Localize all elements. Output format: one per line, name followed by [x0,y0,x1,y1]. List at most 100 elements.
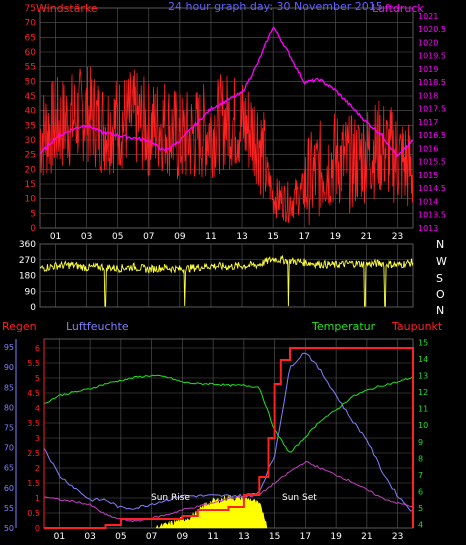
wind-tick-label: 0 [30,224,36,234]
pressure-tick-label: 1015 [418,171,438,180]
temperature-tick-label: 7 [418,471,423,480]
x-tick-label: 21 [361,532,372,542]
x-tick-label: 01 [54,532,65,542]
wind-tick-label: 50 [25,77,37,87]
temperature-series-line [44,374,414,453]
pressure-series-line [39,26,414,158]
wind-tick-label: 40 [25,107,37,117]
humidity-tick-label: 80 [4,403,14,412]
humidity-tick-label: 65 [4,464,14,473]
pressure-tick-label: 1016 [418,144,438,153]
rain-tick-label: 0 [35,524,40,533]
sun-set-label: Sun Set [282,493,317,503]
x-tick-label: 05 [115,532,126,542]
x-tick-label: 07 [143,232,154,242]
pressure-tick-label: 1018.5 [418,78,446,87]
temperature-tick-label: 10 [418,421,428,430]
x-tick-label: 17 [300,532,311,542]
humidity-tick-label: 60 [4,484,14,493]
x-tick-label: 09 [174,232,186,242]
pressure-axis-right: 1013 1013.5 1014 1014.5 1015 1015.5 1016 1016.5… [418,12,446,233]
compass-n-top: N [436,238,444,251]
humidity-temperature-panel: Regen Luftfeuchte Temperatur Taupunkt Su… [2,320,443,542]
wind-plot-series [39,26,414,226]
pressure-tick-label: 1019 [418,65,438,74]
direction-tick-label: 360 [19,240,36,250]
temperature-tick-label: 12 [418,388,428,397]
rain-tick-label: 2.5 [27,449,40,458]
pressure-tick-label: 1017 [418,118,438,127]
humidity-tick-label: 55 [4,504,14,513]
direction-tick-label: 90 [25,287,37,297]
wind-tick-label: 65 [25,33,36,43]
wind-pressure-panel: Windstärke 24 hour graph day: 30 Novembe… [25,0,446,242]
direction-plot-grid [40,244,413,307]
sun-rise-label: Sun Rise [151,493,190,503]
pressure-tick-label: 1020 [418,38,438,47]
wind-tick-label: 10 [25,195,37,205]
x-tick-label: 13 [236,232,247,242]
wind-tick-label: 60 [25,48,37,58]
rain-tick-label: 4 [35,404,40,413]
dewpoint-series-line [43,460,414,523]
temperature-tick-label: 9 [418,438,423,447]
x-tick-label: 19 [330,532,342,542]
rain-tick-label: 3 [35,434,40,443]
temperature-tick-label: 6 [418,488,423,497]
x-tick-label: 23 [392,532,403,542]
pressure-tick-label: 1013 [418,224,438,233]
pressure-tick-label: 1014.5 [418,184,446,193]
wind-x-axis: 01 03 05 07 09 11 13 15 17 19 21 23 [50,232,403,242]
x-tick-label: 23 [392,232,403,242]
humidity-tick-label: 50 [4,524,14,533]
humidity-axis: 50 55 60 65 70 75 80 85 90 95 [4,339,17,533]
temperature-title: Temperatur [311,320,376,333]
direction-panel: 0 90 180 270 360 N W S O N [19,238,447,317]
compass-w: W [436,255,447,268]
rain-tick-label: 2 [35,464,40,473]
chart-title: 24 hour graph day: 30 November 2015 [168,0,383,13]
humidity-tick-label: 75 [4,423,14,432]
temperature-tick-label: 8 [418,454,423,463]
direction-series-line [39,254,414,307]
x-tick-label: 11 [207,532,218,542]
wind-plot-frame [39,7,414,229]
pressure-tick-label: 1016.5 [418,131,446,140]
rain-tick-label: 4.5 [27,389,40,398]
rain-tick-label: 1 [35,494,40,503]
x-tick-label: 21 [361,232,372,242]
direction-tick-label: 0 [30,303,36,313]
x-tick-label: 15 [269,532,280,542]
x-tick-label: 03 [84,532,95,542]
x-tick-label: 17 [298,232,309,242]
wind-tick-label: 45 [25,92,36,102]
wind-tick-label: 15 [25,180,36,190]
wind-tick-label: 55 [25,63,36,73]
x-tick-label: 11 [205,232,216,242]
x-tick-label: 19 [330,232,342,242]
wind-title: Windstärke [36,2,98,15]
x-tick-label: 15 [267,232,278,242]
pressure-tick-label: 1014 [418,197,438,206]
temp-plot-series [43,347,414,529]
direction-tick-label: 270 [19,256,36,266]
temperature-tick-label: 13 [418,371,428,380]
rain-title: Regen [2,320,37,333]
pressure-tick-label: 1018 [418,91,438,100]
x-tick-label: 07 [146,532,157,542]
rain-axis: 0 0.5 1 1.5 2 2.5 3 3.5 4 4.5 5 5.5 6 [27,339,45,533]
wind-series-line [39,66,414,226]
compass-o: O [436,288,445,301]
wind-tick-label: 30 [25,136,37,146]
wind-tick-label: 75 [25,4,36,14]
x-tick-label: 09 [177,532,189,542]
dewpoint-title: Taupunkt [391,320,443,333]
rain-series-line [44,347,414,529]
wind-tick-label: 35 [25,121,36,131]
pressure-tick-label: 1020.5 [418,25,446,34]
wind-tick-label: 20 [25,165,37,175]
x-tick-label: 01 [50,232,61,242]
rain-tick-label: 6 [35,344,40,353]
humidity-tick-label: 85 [4,383,14,392]
